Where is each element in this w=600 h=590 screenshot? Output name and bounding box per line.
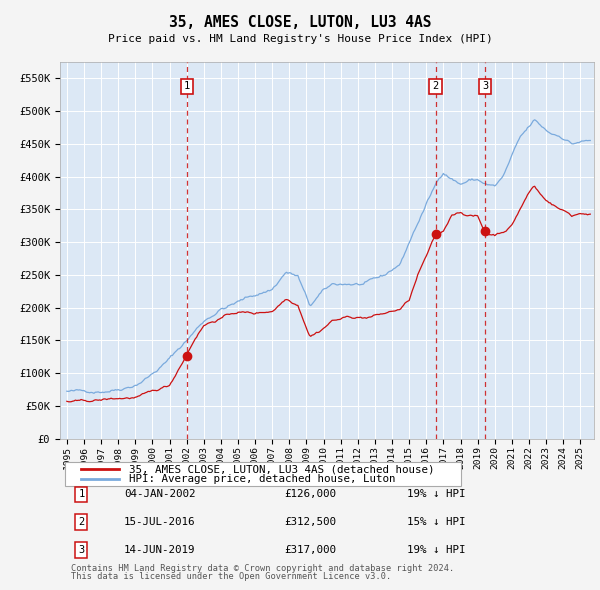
Text: 2: 2 <box>433 81 439 91</box>
FancyBboxPatch shape <box>65 463 461 486</box>
Text: 3: 3 <box>482 81 488 91</box>
Text: 19% ↓ HPI: 19% ↓ HPI <box>407 490 466 500</box>
Text: 1: 1 <box>78 490 85 500</box>
Text: £126,000: £126,000 <box>284 490 336 500</box>
Text: 14-JUN-2019: 14-JUN-2019 <box>124 545 196 555</box>
Text: 15% ↓ HPI: 15% ↓ HPI <box>407 517 466 527</box>
Text: 35, AMES CLOSE, LUTON, LU3 4AS (detached house): 35, AMES CLOSE, LUTON, LU3 4AS (detached… <box>130 464 435 474</box>
Text: 3: 3 <box>78 545 85 555</box>
Text: 19% ↓ HPI: 19% ↓ HPI <box>407 545 466 555</box>
Text: Price paid vs. HM Land Registry's House Price Index (HPI): Price paid vs. HM Land Registry's House … <box>107 34 493 44</box>
Text: £317,000: £317,000 <box>284 545 336 555</box>
Text: £312,500: £312,500 <box>284 517 336 527</box>
Text: Contains HM Land Registry data © Crown copyright and database right 2024.: Contains HM Land Registry data © Crown c… <box>71 563 454 573</box>
Text: 15-JUL-2016: 15-JUL-2016 <box>124 517 196 527</box>
Text: 35, AMES CLOSE, LUTON, LU3 4AS: 35, AMES CLOSE, LUTON, LU3 4AS <box>169 15 431 30</box>
Text: 1: 1 <box>184 81 190 91</box>
Text: This data is licensed under the Open Government Licence v3.0.: This data is licensed under the Open Gov… <box>71 572 391 581</box>
Text: HPI: Average price, detached house, Luton: HPI: Average price, detached house, Luto… <box>130 474 396 484</box>
Text: 2: 2 <box>78 517 85 527</box>
Text: 04-JAN-2002: 04-JAN-2002 <box>124 490 196 500</box>
